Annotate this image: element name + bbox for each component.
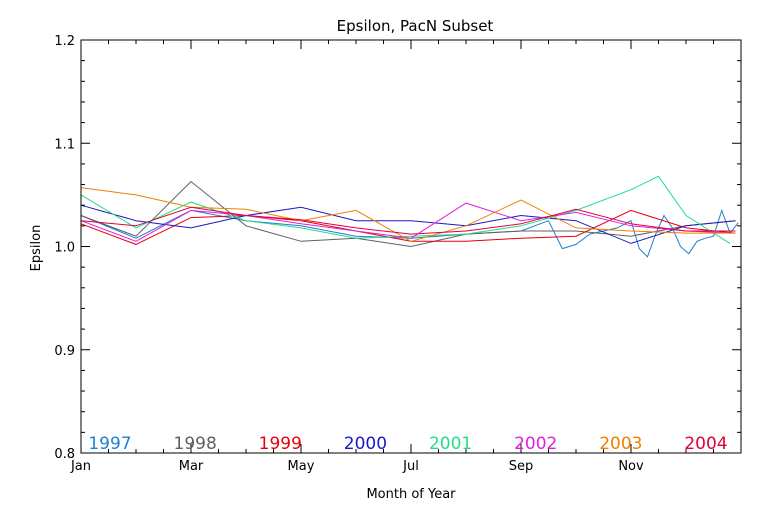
legend-entry-1997: 1997 (88, 434, 131, 454)
series-line-1997 (80, 208, 739, 258)
series-line-2000 (80, 204, 736, 244)
y-tick-label: 0.9 (54, 344, 75, 359)
legend-entry-1999: 1999 (259, 434, 302, 454)
y-tick-label: 0.8 (54, 447, 75, 462)
x-tick-label: Jan (70, 459, 91, 474)
legend: 1997 1998 1999 2000 2001 2002 2003 2004 (88, 434, 727, 454)
legend-entry-2001: 2001 (429, 434, 472, 454)
y-axis-label: Epsilon (29, 225, 44, 272)
legend-entry-2004: 2004 (684, 434, 727, 454)
legend-entry-2003: 2003 (599, 434, 642, 454)
chart-title: Epsilon, PacN Subset (337, 17, 494, 35)
series-line-2002 (80, 202, 736, 242)
series-line-2001 (80, 175, 731, 244)
axis-ticks: 0.8 0.9 1.0 1.1 1.2 Jan Mar May Jul Sep Nov (54, 34, 742, 474)
legend-entry-2002: 2002 (514, 434, 557, 454)
y-tick-label: 1.0 (54, 241, 75, 256)
series-lines (80, 175, 739, 258)
series-line-1998 (80, 180, 736, 248)
x-tick-label: May (288, 459, 315, 474)
x-tick-label: Sep (509, 459, 534, 474)
legend-entry-2000: 2000 (344, 434, 387, 454)
x-axis-label: Month of Year (366, 487, 456, 502)
y-tick-label: 1.2 (54, 34, 75, 49)
series-line-2004 (80, 206, 736, 235)
series-line-2003 (80, 187, 736, 242)
x-tick-label: Mar (179, 459, 204, 474)
x-tick-label: Jul (402, 459, 419, 474)
y-tick-label: 1.1 (54, 137, 75, 152)
legend-entry-1998: 1998 (174, 434, 217, 454)
x-tick-label: Nov (618, 459, 644, 474)
